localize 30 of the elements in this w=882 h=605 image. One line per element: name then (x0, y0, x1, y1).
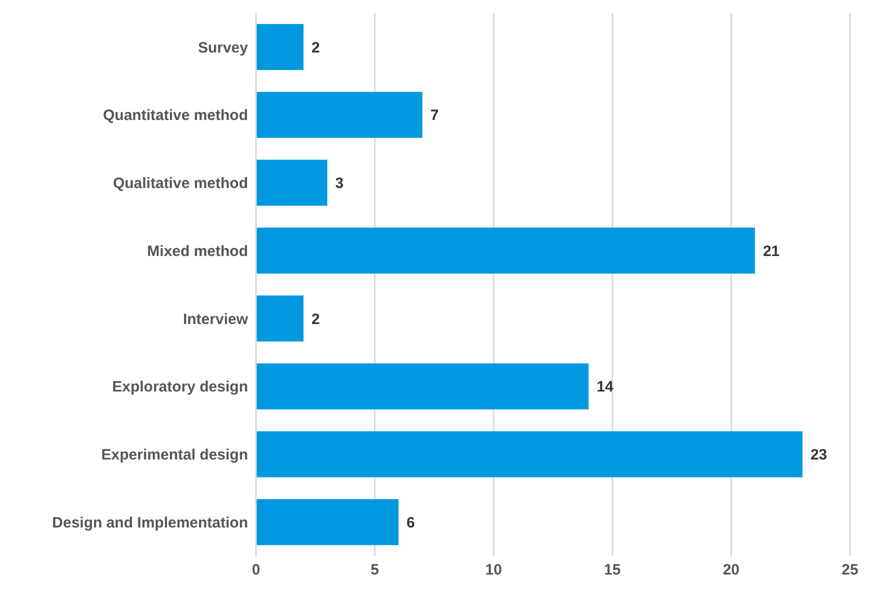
bar (256, 431, 802, 478)
data-label: 14 (596, 378, 614, 396)
y-tick-label: Interview (182, 310, 248, 328)
y-tick-label: Exploratory design (112, 378, 248, 396)
bar (256, 296, 304, 342)
y-tick-label: Experimental design (101, 446, 248, 464)
x-tick-label: 20 (722, 562, 740, 579)
y-tick-label: Qualitative method (112, 175, 248, 192)
y-tick-label: Quantitative method (102, 107, 248, 124)
data-label: 6 (406, 514, 415, 532)
bar (256, 160, 328, 206)
data-label: 2 (312, 39, 320, 56)
bar (256, 363, 589, 410)
y-tick-label: Mixed method (147, 242, 248, 260)
x-tick-label: 15 (604, 562, 621, 579)
data-label: 21 (762, 242, 780, 260)
x-tick-label: 10 (485, 562, 502, 579)
bar (256, 92, 422, 138)
x-tick-label: 25 (842, 562, 858, 579)
bar (256, 228, 755, 274)
y-tick-label: Design and Implementation (52, 514, 248, 532)
data-label: 3 (335, 175, 344, 192)
y-tick-label: Survey (198, 39, 249, 56)
data-label: 7 (430, 107, 439, 124)
bar (256, 24, 304, 70)
x-tick-label: 0 (252, 562, 260, 579)
data-label: 23 (810, 446, 828, 464)
bar (256, 499, 399, 546)
data-label: 2 (312, 310, 320, 328)
x-tick-label: 5 (370, 562, 379, 579)
